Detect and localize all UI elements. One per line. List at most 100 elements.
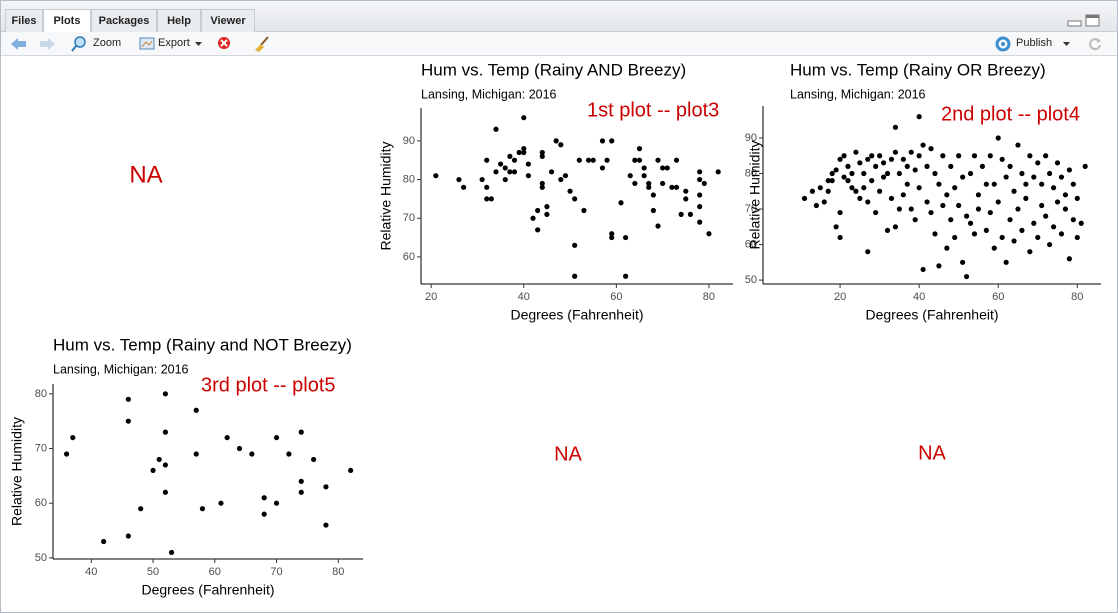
tab[interactable]: Plots <box>43 9 91 33</box>
data-point <box>1011 188 1017 194</box>
refresh-icon[interactable] <box>1087 36 1103 52</box>
y-axis-label: Relative Humidity <box>378 142 394 251</box>
data-point <box>904 181 910 187</box>
data-point <box>952 234 958 241</box>
tab[interactable]: Packages <box>91 9 157 32</box>
export-button[interactable]: Export <box>158 37 190 49</box>
export-icon[interactable] <box>139 36 155 52</box>
data-point <box>697 192 703 198</box>
publish-button[interactable]: Publish <box>1016 37 1053 49</box>
data-point <box>558 176 564 183</box>
data-point <box>623 273 629 279</box>
chart-title: Hum vs. Temp (Rainy AND Breezy) <box>421 60 686 79</box>
y-tick-label: 50 <box>35 552 47 564</box>
clear-icon[interactable] <box>217 36 233 52</box>
data-point <box>829 178 835 184</box>
data-point <box>218 500 224 506</box>
zoom-icon[interactable] <box>71 36 87 52</box>
data-point <box>857 195 863 201</box>
zoom-button[interactable]: Zoom <box>93 37 122 49</box>
data-point <box>348 467 354 474</box>
data-point <box>101 538 107 545</box>
annotation: 2nd plot -- plot4 <box>941 103 1080 125</box>
broom-icon[interactable] <box>253 35 271 53</box>
data-point <box>521 149 527 156</box>
data-point <box>920 266 926 273</box>
y-tick-label: 60 <box>745 238 757 250</box>
data-point <box>697 204 703 210</box>
data-point <box>156 456 162 463</box>
data-point <box>1031 174 1037 180</box>
data-point <box>1039 181 1045 187</box>
data-point <box>706 231 712 237</box>
plot-background <box>1 56 1117 605</box>
data-point <box>920 142 926 148</box>
data-point <box>673 184 680 190</box>
tab-bar: Files Plots Packages Help Viewer <box>1 1 1117 33</box>
data-point <box>1007 163 1013 169</box>
data-point <box>479 176 485 183</box>
data-point <box>880 160 887 166</box>
data-point <box>553 138 559 144</box>
window-controls[interactable] <box>1067 13 1103 29</box>
data-point <box>249 451 255 457</box>
nav-arrows[interactable] <box>9 36 59 52</box>
data-point <box>904 163 910 169</box>
data-point <box>493 169 499 175</box>
data-point <box>498 161 504 167</box>
data-point <box>833 224 839 230</box>
data-point <box>971 153 978 159</box>
data-point <box>880 174 887 180</box>
data-point <box>936 181 942 187</box>
data-point <box>162 489 168 495</box>
data-point <box>999 234 1005 241</box>
tab[interactable]: Help <box>157 9 201 32</box>
annotation: 1st plot -- plot3 <box>587 99 719 121</box>
x-tick-label: 40 <box>518 291 530 303</box>
data-point <box>539 184 545 190</box>
data-point <box>632 157 638 163</box>
data-point <box>837 209 843 216</box>
data-point <box>516 149 522 156</box>
data-point <box>539 149 545 156</box>
data-point <box>896 170 902 177</box>
data-point <box>900 156 906 162</box>
data-point <box>924 199 930 205</box>
data-point <box>433 173 439 179</box>
data-point <box>572 273 578 279</box>
data-point <box>1039 202 1045 209</box>
tab[interactable]: Viewer <box>201 9 255 32</box>
dropdown-arrow[interactable] <box>1063 42 1071 48</box>
data-point <box>963 273 970 280</box>
dropdown-arrow[interactable] <box>195 42 203 48</box>
data-point <box>865 249 871 255</box>
data-point <box>995 199 1001 205</box>
data-point <box>877 153 883 159</box>
data-point <box>1050 185 1057 191</box>
data-point <box>715 169 721 175</box>
data-point <box>892 224 899 230</box>
data-point <box>236 445 243 452</box>
data-point <box>1054 199 1061 205</box>
data-point <box>636 157 643 163</box>
data-point <box>673 157 680 163</box>
data-point <box>912 167 918 173</box>
data-point <box>585 157 592 163</box>
data-point <box>286 451 292 457</box>
publish-icon[interactable] <box>995 36 1013 52</box>
x-tick-label: 40 <box>913 291 925 303</box>
data-point <box>1007 217 1013 223</box>
data-point <box>948 217 954 223</box>
y-tick-label: 60 <box>35 497 47 509</box>
y-tick-label: 70 <box>745 203 757 215</box>
y-axis-label: Relative Humidity <box>9 417 25 526</box>
x-axis-label: Degrees (Fahrenheit) <box>141 582 274 598</box>
chart-subtitle: Lansing, Michigan: 2016 <box>421 87 557 101</box>
data-point <box>1015 142 1021 148</box>
data-point <box>535 207 541 214</box>
data-point <box>888 195 895 201</box>
data-point <box>841 153 847 159</box>
x-tick-label: 60 <box>992 291 1004 303</box>
data-point <box>599 165 606 171</box>
tab[interactable]: Files <box>5 9 43 32</box>
